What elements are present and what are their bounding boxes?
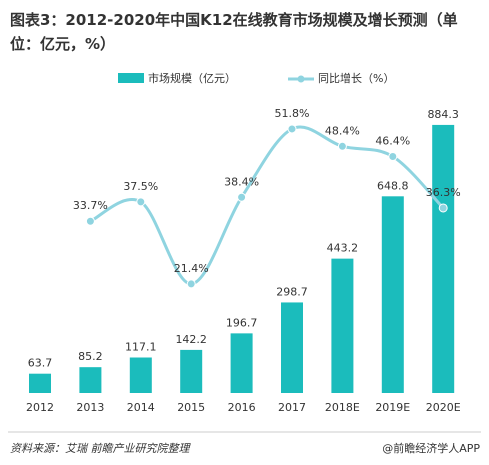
line-marker [337,141,347,151]
bar-label: 142.2 [175,333,207,346]
legend-marker [297,75,305,83]
line-label: 46.4% [375,134,410,147]
line-label: 37.5% [123,180,158,193]
bar [331,258,354,393]
chart-title: 图表3：2012-2020年中国K12在线教育市场规模及增长预测（单位：亿元，%… [10,11,458,53]
source: 资料来源：艾瑞 前瞻产业研究院整理 [10,442,191,455]
bar [381,196,404,393]
bar-label: 443.2 [327,242,359,255]
line-marker [186,279,196,289]
line-marker [85,216,95,226]
bar [432,124,455,393]
bar-label: 196.7 [226,316,258,329]
line-label: 38.4% [224,175,259,188]
line-label: 36.3% [426,186,461,199]
legend-swatch [118,73,144,83]
bar [230,333,253,393]
line-label: 33.7% [73,199,108,212]
bar-label: 63.7 [28,357,53,370]
bar-label: 85.2 [78,350,103,363]
bar-label: 117.1 [125,341,157,354]
line-marker [287,124,297,134]
x-tick-label: 2020E [426,401,461,414]
x-tick-label: 2014 [127,401,155,414]
bar-label: 884.3 [427,108,459,121]
line-marker [388,151,398,161]
x-tick-label: 2015 [177,401,205,414]
x-tick-label: 2018E [325,401,360,414]
line-label: 51.8% [275,107,310,120]
legend-label: 同比增长（%） [318,71,394,85]
line-marker [136,197,146,207]
bar-label: 648.8 [377,179,409,192]
x-tick-label: 2019E [375,401,410,414]
x-tick-label: 2012 [26,401,54,414]
line-marker [438,203,448,213]
growth-line [89,125,445,286]
brand: @前瞻经济学人APP [382,441,480,455]
x-tick-label: 2013 [76,401,104,414]
bar [129,357,152,393]
bar [281,302,303,393]
x-tick-label: 2016 [228,401,256,414]
line-label: 21.4% [174,262,209,275]
bar [180,349,203,393]
line-marker [237,192,247,202]
line-label: 48.4% [325,124,360,137]
bar [29,373,51,393]
legend-label: 市场规模（亿元） [148,71,236,85]
x-tick-label: 2017 [278,401,306,414]
bar [79,367,102,393]
bar-label: 298.7 [276,285,308,298]
